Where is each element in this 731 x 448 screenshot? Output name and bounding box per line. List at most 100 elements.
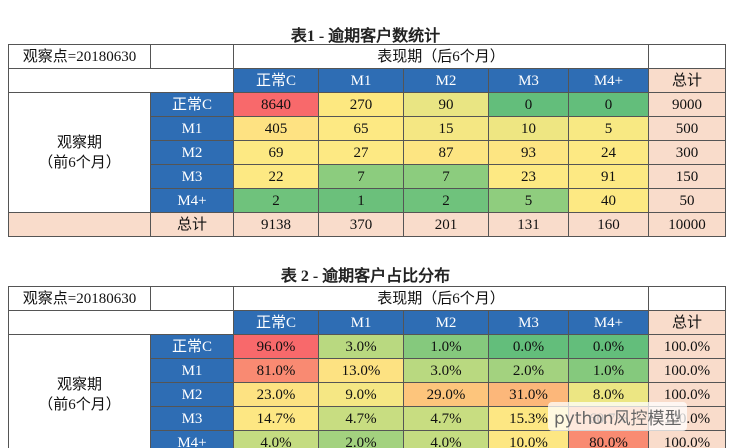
value-cell: 9000 (648, 92, 726, 117)
value-cell: 50 (648, 188, 726, 213)
observation-label-line: （前6个月） (38, 154, 121, 171)
value-cell: 93 (488, 140, 569, 165)
value-cell: 1.0% (403, 334, 489, 359)
column-header: 总计 (648, 310, 726, 335)
value-cell: 65 (318, 116, 404, 141)
value-cell: 7 (318, 164, 404, 189)
period-header: 表现期（后6个月） (233, 44, 649, 69)
value-cell: 9138 (233, 212, 319, 237)
value-cell: 1.0% (568, 358, 649, 383)
value-cell: 29.0% (403, 382, 489, 407)
blank-cell (648, 286, 726, 311)
blank-cell (150, 44, 234, 69)
value-cell: 80.0% (568, 430, 649, 448)
value-cell: 160 (568, 212, 649, 237)
watermark: python风控模型 (548, 402, 688, 431)
column-header: M1 (318, 310, 404, 335)
value-cell: 90 (403, 92, 489, 117)
column-header: M3 (488, 310, 569, 335)
value-cell: 4.0% (403, 430, 489, 448)
column-header: M2 (403, 68, 489, 93)
blank-cell (648, 44, 726, 69)
blank-cell (8, 212, 151, 237)
row-label: M3 (150, 164, 234, 189)
value-cell: 100.0% (648, 358, 726, 383)
value-cell: 0 (488, 92, 569, 117)
value-cell: 8640 (233, 92, 319, 117)
column-header: 总计 (648, 68, 726, 93)
value-cell: 405 (233, 116, 319, 141)
value-cell: 1 (318, 188, 404, 213)
row-label: M1 (150, 358, 234, 383)
period-header: 表现期（后6个月） (233, 286, 649, 311)
value-cell: 4.7% (318, 406, 404, 431)
value-cell: 370 (318, 212, 404, 237)
value-cell: 96.0% (233, 334, 319, 359)
value-cell: 0.0% (488, 334, 569, 359)
value-cell: 9.0% (318, 382, 404, 407)
column-header: M1 (318, 68, 404, 93)
row-label: M2 (150, 140, 234, 165)
row-label: 正常C (150, 92, 234, 117)
row-label: M2 (150, 382, 234, 407)
value-cell: 270 (318, 92, 404, 117)
column-header: M4+ (568, 310, 649, 335)
row-label: M4+ (150, 430, 234, 448)
value-cell: 69 (233, 140, 319, 165)
value-cell: 201 (403, 212, 489, 237)
observation-label-line: （前6个月） (38, 396, 121, 413)
value-cell: 24 (568, 140, 649, 165)
value-cell: 2.0% (488, 358, 569, 383)
corner-cell: 观察点=20180630 (8, 44, 151, 69)
value-cell: 150 (648, 164, 726, 189)
table-title: 表 2 - 逾期客户占比分布 (280, 268, 451, 285)
observation-label-line: 观察期 (56, 376, 102, 393)
observation-label: 观察期 （前6个月） (8, 334, 151, 448)
value-cell: 2 (403, 188, 489, 213)
value-cell: 23 (488, 164, 569, 189)
value-cell: 500 (648, 116, 726, 141)
value-cell: 23.0% (233, 382, 319, 407)
value-cell: 7 (403, 164, 489, 189)
observation-label-line: 观察期 (56, 134, 102, 151)
blank-cell (8, 310, 234, 335)
value-cell: 10.0% (488, 430, 569, 448)
value-cell: 10000 (648, 212, 726, 237)
value-cell: 4.7% (403, 406, 489, 431)
value-cell: 91 (568, 164, 649, 189)
column-header: 正常C (233, 310, 319, 335)
blank-cell (150, 286, 234, 311)
value-cell: 2 (233, 188, 319, 213)
value-cell: 3.0% (318, 334, 404, 359)
value-cell: 3.0% (403, 358, 489, 383)
row-label: M4+ (150, 188, 234, 213)
corner-cell: 观察点=20180630 (8, 286, 151, 311)
value-cell: 0 (568, 92, 649, 117)
value-cell: 40 (568, 188, 649, 213)
column-header: M3 (488, 68, 569, 93)
column-header: 正常C (233, 68, 319, 93)
value-cell: 22 (233, 164, 319, 189)
value-cell: 14.7% (233, 406, 319, 431)
value-cell: 13.0% (318, 358, 404, 383)
value-cell: 5 (488, 188, 569, 213)
row-label: M3 (150, 406, 234, 431)
value-cell: 2.0% (318, 430, 404, 448)
value-cell: 87 (403, 140, 489, 165)
value-cell: 300 (648, 140, 726, 165)
value-cell: 31.0% (488, 382, 569, 407)
value-cell: 27 (318, 140, 404, 165)
value-cell: 100.0% (648, 430, 726, 448)
blank-cell (8, 68, 234, 93)
value-cell: 81.0% (233, 358, 319, 383)
column-header: M2 (403, 310, 489, 335)
value-cell: 4.0% (233, 430, 319, 448)
row-label: 正常C (150, 334, 234, 359)
value-cell: 100.0% (648, 334, 726, 359)
column-header: M4+ (568, 68, 649, 93)
value-cell: 0.0% (568, 334, 649, 359)
row-label: M1 (150, 116, 234, 141)
value-cell: 131 (488, 212, 569, 237)
value-cell: 10 (488, 116, 569, 141)
